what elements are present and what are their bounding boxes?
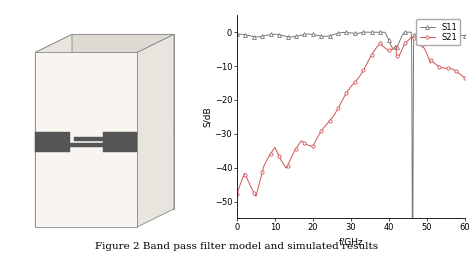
Y-axis label: S/dB: S/dB bbox=[203, 106, 212, 127]
S11 bbox=[455, 34, 461, 37]
S11 bbox=[462, 34, 467, 37]
Line: S11: S11 bbox=[235, 30, 466, 254]
S11 bbox=[456, 34, 461, 37]
Polygon shape bbox=[35, 52, 137, 227]
S11 bbox=[246, 34, 251, 37]
S21 bbox=[462, 76, 467, 79]
S11 bbox=[410, 251, 415, 254]
S11 bbox=[345, 31, 350, 34]
S11 bbox=[339, 31, 345, 34]
Polygon shape bbox=[72, 34, 174, 209]
Legend: S11, S21: S11, S21 bbox=[416, 19, 460, 45]
S21 bbox=[409, 36, 414, 39]
Polygon shape bbox=[35, 34, 72, 227]
Line: S21: S21 bbox=[236, 36, 466, 198]
Text: Figure 2 Band pass filter model and simulated results: Figure 2 Band pass filter model and simu… bbox=[95, 243, 379, 251]
S21 bbox=[456, 71, 461, 74]
S21 bbox=[234, 192, 240, 195]
S21 bbox=[339, 100, 345, 103]
Polygon shape bbox=[35, 34, 174, 52]
S11 bbox=[234, 33, 240, 36]
S11 bbox=[360, 31, 366, 34]
Polygon shape bbox=[35, 132, 70, 152]
S21 bbox=[246, 180, 251, 183]
S21 bbox=[413, 38, 419, 41]
Polygon shape bbox=[102, 132, 137, 152]
S21 bbox=[455, 71, 461, 74]
X-axis label: f/GHz: f/GHz bbox=[338, 238, 363, 247]
S11 bbox=[413, 35, 419, 38]
Polygon shape bbox=[139, 125, 174, 135]
S21 bbox=[253, 195, 259, 198]
Polygon shape bbox=[68, 143, 105, 147]
S21 bbox=[345, 89, 351, 92]
Polygon shape bbox=[137, 34, 174, 227]
Polygon shape bbox=[74, 137, 111, 141]
Polygon shape bbox=[72, 125, 107, 135]
